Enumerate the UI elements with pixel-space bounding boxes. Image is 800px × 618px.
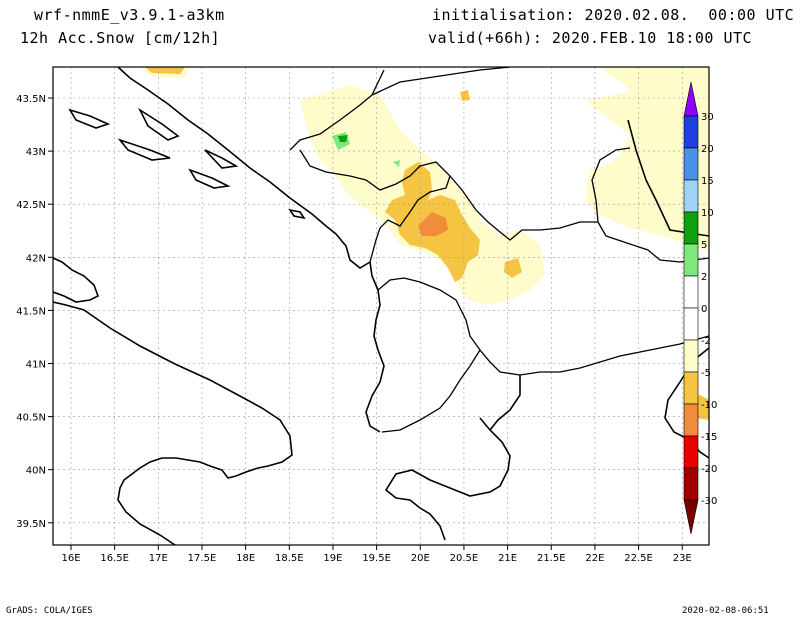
lat-label: 40N <box>26 466 46 477</box>
lat-label: 39.5N <box>16 519 46 530</box>
colorbar-segment <box>683 339 699 373</box>
valid-time: valid(+66h): 2020.FEB.10 18:00 UTC <box>428 29 753 47</box>
lon-label: 20.5E <box>450 553 479 564</box>
colorbar-level-label: 15 <box>701 176 714 187</box>
colorbar-level-label: -30 <box>701 496 717 507</box>
snow-area-light <box>585 90 709 250</box>
colorbar-segment <box>683 467 699 501</box>
lon-label: 20E <box>411 553 430 564</box>
colorbar-level-label: -10 <box>701 400 717 411</box>
colorbar-segment <box>683 371 699 405</box>
snow-area-light <box>265 67 709 252</box>
colorbar-segment <box>683 179 699 213</box>
snow-area-10-15 <box>418 212 448 236</box>
colorbar-level-label: 0 <box>701 304 707 315</box>
lon-label: 17E <box>149 553 168 564</box>
lon-label: 16.5E <box>100 553 129 564</box>
lon-label: 19E <box>323 553 342 564</box>
snow-area-2-5 <box>393 160 400 167</box>
colorbar-segment <box>683 275 699 309</box>
lon-label: 21E <box>498 553 517 564</box>
colorbar-segment <box>683 147 699 181</box>
colorbar-level-label: -2 <box>701 336 711 347</box>
lat-label: 43N <box>26 147 46 158</box>
colorbar-level-label: 10 <box>701 208 714 219</box>
colorbar-level-label: 2 <box>701 272 707 283</box>
colorbar-cap-bottom <box>683 499 699 535</box>
colorbar-segment <box>683 243 699 277</box>
colorbar-segment <box>683 307 699 341</box>
lat-label: 42N <box>26 253 46 264</box>
snow-area-5-10 <box>460 90 470 101</box>
colorbar-level-label: -5 <box>701 368 711 379</box>
lat-label: 40.5N <box>16 413 46 424</box>
colorbar-level-label: 20 <box>701 144 714 155</box>
colorbar-segment <box>683 403 699 437</box>
lat-label: 42.5N <box>16 200 46 211</box>
lon-label: 22E <box>585 553 604 564</box>
axis-ticks: 16E 16.5E 17E 17.5E 18E 18.5E 19E 19.5E 20E 20.5E… <box>16 94 692 564</box>
colorbar-segment <box>683 115 699 149</box>
lon-label: 21.5E <box>537 553 566 564</box>
lat-label: 41N <box>26 360 46 371</box>
lon-label: 22.5E <box>624 553 653 564</box>
colorbar-segment <box>683 435 699 469</box>
colorbar-level-label: -15 <box>701 432 717 443</box>
model-name: wrf-nmmE_v3.9.1-a3km <box>34 6 225 24</box>
lon-label: 23E <box>673 553 692 564</box>
timestamp: 2020-02-08-06:51 <box>682 606 769 616</box>
colorbar-segment <box>683 211 699 245</box>
lat-label: 43.5N <box>16 94 46 105</box>
lon-label: 18E <box>236 553 255 564</box>
map-frame <box>52 66 710 546</box>
colorbar-level-label: 30 <box>701 112 714 123</box>
country-borders <box>289 67 709 433</box>
lat-label: 41.5N <box>16 306 46 317</box>
snow-area-5-10 <box>145 67 185 74</box>
snow-area-5-10 <box>504 258 522 278</box>
snow-area-5-10-green <box>338 135 348 142</box>
lon-label: 19.5E <box>362 553 391 564</box>
lon-label: 17.5E <box>188 553 217 564</box>
init-time: initialisation: 2020.02.08. 00:00 UTC <box>432 6 795 24</box>
grads-credit: GrADS: COLA/IGES <box>6 606 93 616</box>
snow-field <box>140 67 709 420</box>
colorbar-level-label: -20 <box>701 464 717 475</box>
lon-label: 16E <box>61 553 80 564</box>
lat-lon-grid <box>53 67 709 545</box>
field-title: 12h Acc.Snow [cm/12h] <box>20 29 221 47</box>
colorbar-level-label: 5 <box>701 240 707 251</box>
lon-label: 18.5E <box>275 553 304 564</box>
